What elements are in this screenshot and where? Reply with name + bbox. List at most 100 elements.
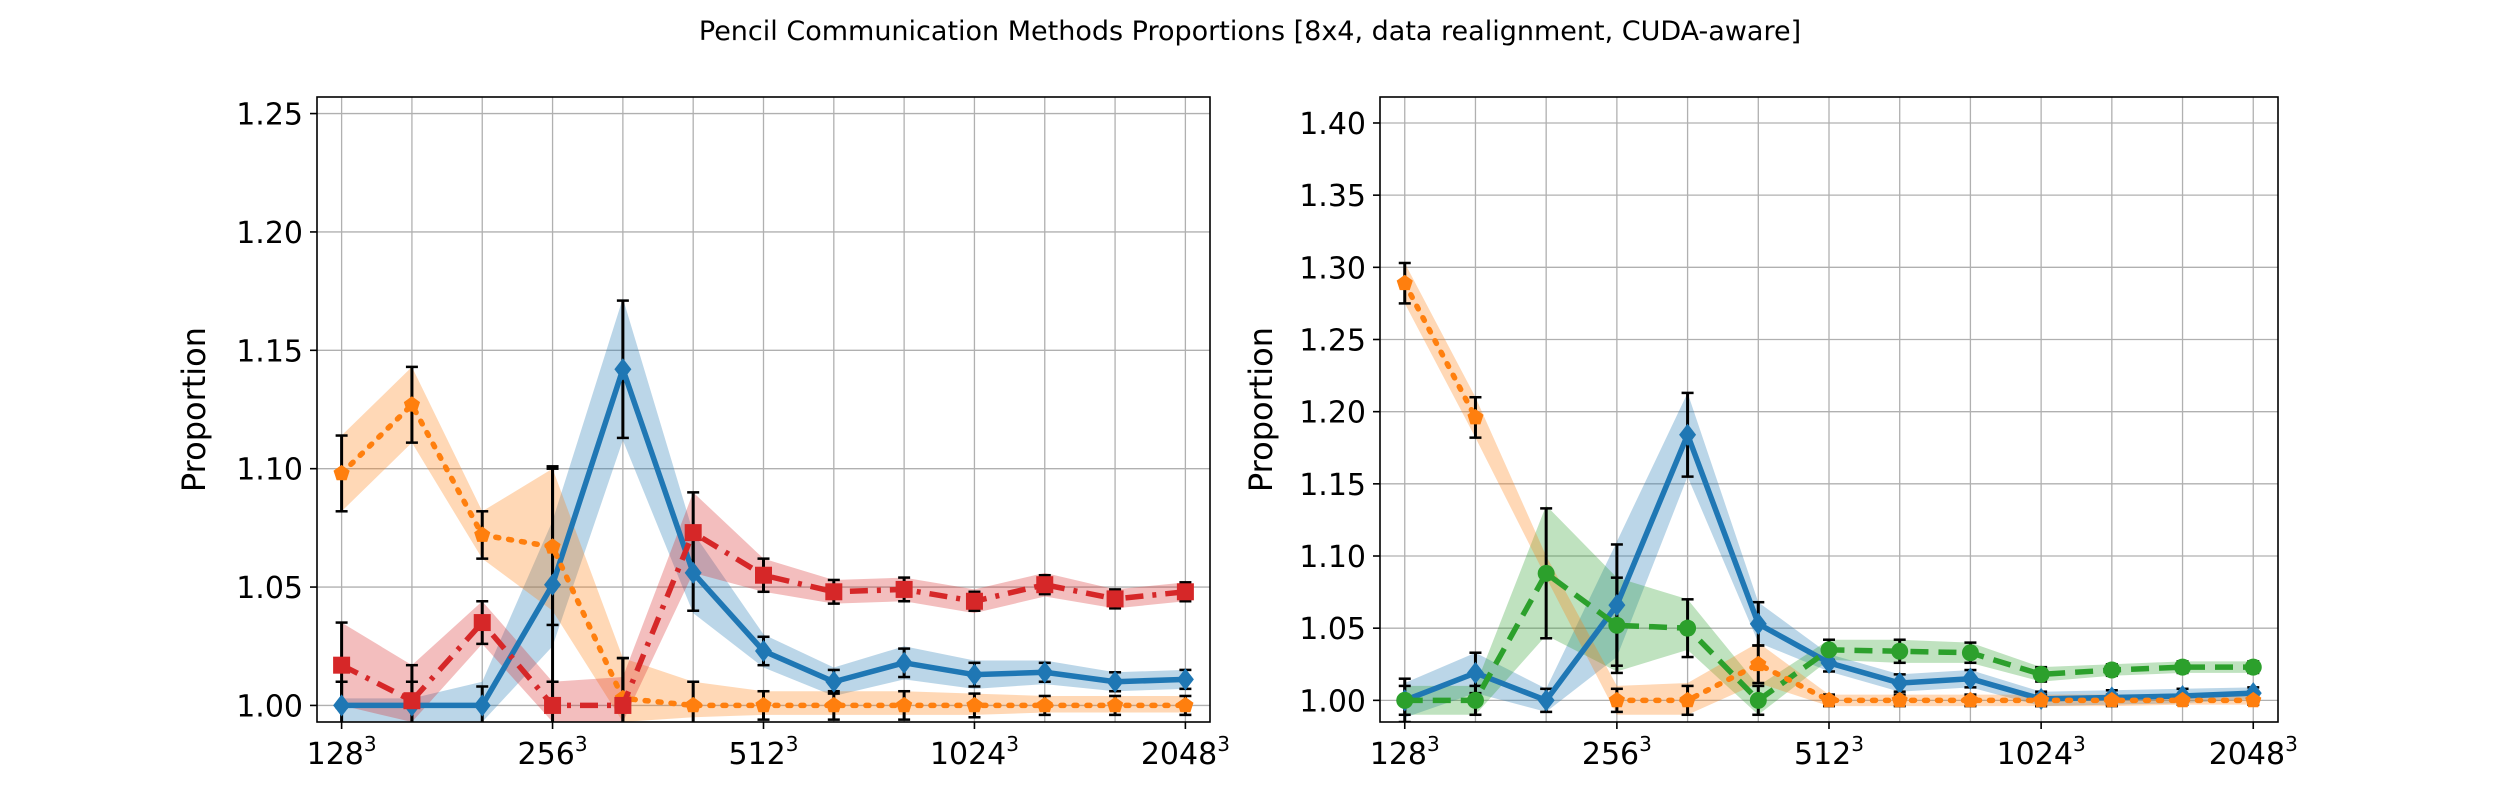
right-chart: 1.00 1.05 1.10 1.15 1.20 1.25 1.30 1.35 1.40 1283… <box>1242 96 2298 772</box>
y-tick-label: 1.25 <box>236 98 303 133</box>
series-1-point <box>1679 619 1697 637</box>
series-1-point <box>896 696 913 713</box>
x-tick-label: 10243 <box>930 732 1019 772</box>
series-2-point <box>1820 691 1838 708</box>
series-2-point <box>333 656 351 674</box>
y-tick-label: 1.05 <box>236 571 303 606</box>
series-1-point <box>2032 665 2050 683</box>
series-2-point <box>1396 274 1413 291</box>
series-0-point <box>1106 670 1124 693</box>
x-tick-label: 1283 <box>307 732 377 772</box>
series-1-point <box>2103 661 2121 679</box>
plot-area <box>333 298 1194 722</box>
series-1-point <box>544 538 561 554</box>
series-0-point <box>1749 612 1767 635</box>
series-2-point <box>1679 691 1696 708</box>
y-tick-label: 1.15 <box>236 334 303 369</box>
series-2-point <box>1608 691 1625 708</box>
x-tick-label: 5123 <box>1794 732 1864 772</box>
y-tick-label: 1.10 <box>1299 540 1366 575</box>
y-tick-label: 1.30 <box>1299 251 1366 286</box>
grid <box>317 97 1210 722</box>
series-2-point <box>1891 691 1908 708</box>
series-2-point <box>895 580 913 598</box>
y-tick-label: 1.00 <box>236 689 303 724</box>
y-axis-label: Proportion <box>175 327 213 492</box>
series-0-point <box>1036 661 1054 684</box>
series-1-point <box>1749 691 1767 709</box>
series-0-point <box>1176 668 1194 691</box>
y-tick-label: 1.20 <box>236 216 303 251</box>
series-2-point <box>403 692 421 710</box>
series-2-point <box>1962 691 1979 708</box>
series-0-point <box>1608 594 1626 617</box>
series-2-point <box>755 566 772 584</box>
series-2-point <box>1750 655 1767 672</box>
series-0-point <box>473 694 491 717</box>
x-tick-label: 1283 <box>1370 732 1440 772</box>
x-tick-label: 2563 <box>1582 732 1652 772</box>
series-0-point <box>1820 651 1838 674</box>
x-tick-label: 5123 <box>729 732 799 772</box>
series-2-point <box>2174 691 2191 708</box>
series-1-point <box>1608 616 1626 634</box>
y-tick-label: 1.15 <box>1299 468 1366 503</box>
series-2-point <box>2245 691 2262 708</box>
x-tick-label: 20483 <box>2209 732 2298 772</box>
series-1-point <box>1036 696 1053 713</box>
series-2-point <box>965 592 983 610</box>
series-0-point <box>965 663 983 686</box>
x-tick-label: 10243 <box>1997 732 2086 772</box>
y-tick-label: 1.20 <box>1299 396 1366 431</box>
y-tick-label: 1.40 <box>1299 107 1366 142</box>
y-tick-label: 1.10 <box>236 453 303 488</box>
series-0-point <box>333 694 351 717</box>
series-0-point <box>544 573 562 596</box>
series-1-point <box>2244 658 2262 676</box>
series-1-point <box>1891 642 1909 660</box>
series-1-point <box>1537 564 1555 582</box>
series-0-point <box>1891 671 1909 695</box>
plot-area <box>1396 261 2262 722</box>
series-2-point <box>684 524 702 542</box>
series-1-point <box>474 526 491 542</box>
series-0-point <box>1961 667 1979 690</box>
series-1-point <box>403 396 421 412</box>
series-2-point <box>1036 576 1054 594</box>
y-tick-label: 1.25 <box>1299 323 1366 358</box>
series-1-point <box>1177 696 1194 713</box>
series-1-point <box>1961 644 1979 662</box>
series-1-band <box>341 366 1186 722</box>
series-0-point <box>755 639 772 663</box>
series-2-point <box>1106 590 1124 608</box>
x-tick-label: 20483 <box>1141 732 1230 772</box>
series-2-point <box>1176 583 1194 601</box>
series-1-point <box>685 696 702 713</box>
series-0-point <box>825 670 843 693</box>
series-0-point <box>1679 423 1697 446</box>
series-2-point <box>614 696 632 714</box>
series-2-point <box>544 696 562 714</box>
y-tick-label: 1.05 <box>1299 612 1366 647</box>
series-2-point <box>473 614 491 632</box>
series-1-point <box>755 696 772 713</box>
series-0-point <box>684 561 702 584</box>
series-1-point <box>966 696 983 713</box>
series-1-point <box>1396 691 1414 709</box>
series-1-point <box>1820 641 1838 659</box>
series-1-point <box>825 696 842 713</box>
series-2-point <box>2103 691 2120 708</box>
x-tick-label: 2563 <box>518 732 588 772</box>
grid <box>1380 97 2278 722</box>
series-2-line <box>1402 280 2256 704</box>
y-tick-label: 1.00 <box>1299 684 1366 719</box>
series-1-point <box>1466 691 1484 709</box>
series-2-point <box>825 583 843 601</box>
series-0-point <box>895 651 913 674</box>
left-chart: 1.00 1.05 1.10 1.15 1.20 1.25 1283 2563 5123 1024… <box>175 96 1230 772</box>
y-tick-label: 1.35 <box>1299 179 1366 214</box>
series-1-point <box>333 464 350 481</box>
series-2-point <box>1467 408 1484 425</box>
